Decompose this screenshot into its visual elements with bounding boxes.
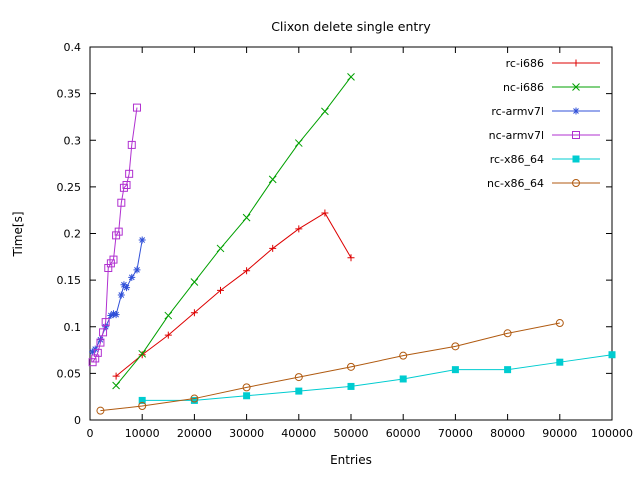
legend-label: rc-i686 xyxy=(506,57,544,70)
x-tick-label: 50000 xyxy=(334,427,369,440)
y-tick-label: 0.05 xyxy=(57,367,82,380)
x-tick-label: 100000 xyxy=(591,427,633,440)
chart-title: Clixon delete single entry xyxy=(271,19,431,34)
legend-entry-rc-i686: rc-i686 xyxy=(506,57,600,70)
x-tick-label: 90000 xyxy=(542,427,577,440)
x-tick-label: 10000 xyxy=(125,427,160,440)
y-tick-label: 0.2 xyxy=(64,228,82,241)
legend-entry-nc-armv7l: nc-armv7l xyxy=(489,129,600,142)
legend-label: nc-i686 xyxy=(503,81,544,94)
series-nc-i686 xyxy=(112,72,355,390)
y-tick-label: 0.1 xyxy=(64,321,82,334)
y-tick-label: 0.3 xyxy=(64,134,82,147)
x-tick-label: 20000 xyxy=(177,427,212,440)
legend-label: nc-armv7l xyxy=(489,129,544,142)
legend-label: rc-armv7l xyxy=(491,105,544,118)
x-tick-label: 0 xyxy=(87,427,94,440)
y-tick-label: 0 xyxy=(74,414,81,427)
x-axis-label: Entries xyxy=(330,453,372,467)
y-tick-label: 0.4 xyxy=(64,41,82,54)
legend-entry-nc-x86_64: nc-x86_64 xyxy=(487,177,600,190)
plot-border xyxy=(89,46,613,421)
legend-entry-nc-i686: nc-i686 xyxy=(503,81,600,94)
x-tick-label: 60000 xyxy=(386,427,421,440)
y-tick-label: 0.15 xyxy=(57,274,82,287)
legend-label: rc-x86_64 xyxy=(490,153,544,166)
series-rc-i686 xyxy=(112,209,355,380)
y-tick-label: 0.35 xyxy=(57,88,82,101)
y-axis-label: Time[s] xyxy=(11,212,25,258)
series-nc-x86_64 xyxy=(96,319,564,415)
x-tick-label: 40000 xyxy=(281,427,316,440)
series-rc-x86_64 xyxy=(138,351,616,404)
series-rc-armv7l xyxy=(89,236,146,356)
legend-entry-rc-armv7l: rc-armv7l xyxy=(491,105,600,118)
x-tick-label: 70000 xyxy=(438,427,473,440)
y-tick-label: 0.25 xyxy=(57,181,82,194)
legend-label: nc-x86_64 xyxy=(487,177,544,190)
series-nc-armv7l xyxy=(88,103,141,367)
x-tick-label: 80000 xyxy=(490,427,525,440)
legend-entry-rc-x86_64: rc-x86_64 xyxy=(490,153,600,166)
x-tick-label: 30000 xyxy=(229,427,264,440)
